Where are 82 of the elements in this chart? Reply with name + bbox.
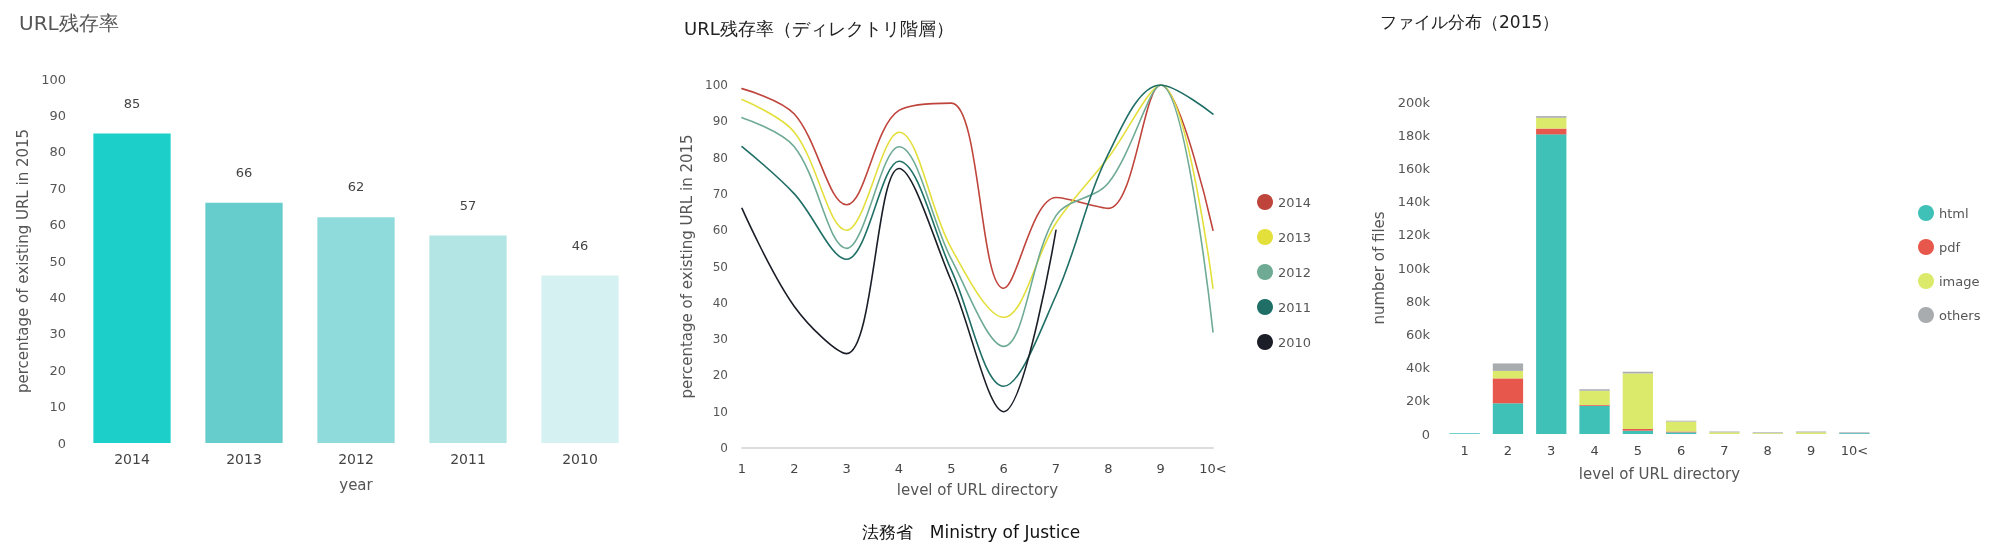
y-tick-label: 160k	[1397, 160, 1431, 176]
data-label: 62	[347, 179, 365, 195]
y-tick-label: 0	[57, 435, 66, 451]
x-tick-label: 4	[1590, 443, 1599, 458]
y-tick-label: 100	[705, 78, 728, 92]
y-tick-label: 40k	[1405, 360, 1431, 376]
x-tick-label: 5	[1633, 443, 1642, 458]
x-tick-label: 7	[1051, 461, 1061, 476]
y-tick-label: 20k	[1405, 393, 1431, 409]
y-tick-label: 60	[712, 223, 728, 238]
x-tick-label: 2	[1503, 443, 1513, 458]
x-tick-label: 1	[737, 461, 747, 476]
legend-label: 2010	[1278, 334, 1312, 350]
x-axis-title: year	[339, 475, 374, 494]
y-tick-label: 90	[49, 107, 66, 123]
legend-label: html	[1939, 205, 1969, 221]
x-tick-label: 3	[1547, 443, 1556, 458]
data-label: 66	[235, 164, 253, 180]
x-tick-label: 10<	[1199, 461, 1227, 476]
x-tick-label: 3	[842, 461, 851, 476]
y-tick-label: 70	[49, 180, 66, 196]
x-tick-label: 2	[790, 461, 799, 476]
legend-label: image	[1939, 273, 1980, 289]
data-label: 46	[571, 237, 589, 253]
y-axis-title: percentage of existing URL in 2015	[677, 134, 696, 399]
data-label: 85	[123, 95, 141, 111]
x-tick-label: 8	[1763, 443, 1772, 458]
y-axis-title: number of files	[1370, 211, 1389, 325]
y-tick-label: 10	[712, 404, 728, 419]
x-tick-label: 7	[1720, 443, 1729, 458]
legend-label: 2013	[1278, 229, 1312, 245]
chart-title: ファイル分布（2015）	[1380, 11, 1560, 32]
y-tick-label: 20	[712, 368, 728, 383]
x-tick-label: 2011	[450, 451, 486, 467]
chart-title: URL残存率（ディレクトリ階層）	[684, 17, 954, 39]
y-tick-label: 0	[720, 441, 728, 455]
y-tick-label: 50	[49, 253, 66, 269]
y-tick-label: 70	[712, 186, 728, 201]
x-tick-label: 1	[1460, 443, 1469, 458]
x-tick-label: 10<	[1840, 443, 1869, 458]
legend-label: others	[1939, 307, 1981, 323]
y-tick-label: 60	[49, 217, 66, 233]
y-tick-label: 40	[49, 289, 66, 305]
y-tick-label: 0	[1421, 426, 1430, 442]
x-tick-label: 6	[999, 461, 1008, 476]
x-axis-title: level of URL directory	[896, 480, 1059, 499]
y-tick-label: 80k	[1405, 293, 1431, 309]
x-axis-title: level of URL directory	[1578, 464, 1741, 483]
y-tick-label: 120k	[1397, 227, 1431, 243]
x-tick-label: 4	[894, 461, 904, 476]
y-tick-label: 20	[49, 362, 66, 378]
x-tick-label: 9	[1156, 461, 1165, 476]
x-tick-label: 8	[1104, 461, 1113, 476]
y-tick-label: 80	[712, 150, 728, 165]
y-tick-label: 30	[712, 332, 728, 347]
x-tick-label: 2010	[562, 451, 598, 467]
legend-label: 2012	[1278, 264, 1312, 280]
y-tick-label: 10	[49, 399, 66, 415]
x-tick-label: 2014	[114, 451, 150, 467]
chart-title: URL残存率	[19, 11, 119, 35]
x-tick-label: 5	[947, 461, 956, 476]
y-axis-title: percentage of existing URL in 2015	[13, 128, 32, 394]
x-tick-label: 2012	[338, 451, 374, 467]
y-tick-label: 100k	[1397, 260, 1431, 276]
y-tick-label: 40	[712, 295, 728, 310]
legend-label: pdf	[1939, 239, 1961, 255]
x-tick-label: 2013	[226, 451, 262, 467]
y-tick-label: 50	[712, 259, 728, 274]
y-tick-label: 60k	[1405, 326, 1431, 342]
y-tick-label: 30	[49, 326, 66, 342]
x-tick-label: 9	[1806, 443, 1816, 458]
y-tick-label: 180k	[1397, 127, 1431, 143]
y-tick-label: 200k	[1397, 94, 1431, 110]
text: 法務省 Ministry of Justice	[861, 522, 1081, 542]
y-tick-label: 140k	[1397, 194, 1431, 210]
y-tick-label: 100	[41, 71, 66, 87]
y-tick-label: 80	[49, 144, 66, 160]
x-tick-label: 6	[1677, 443, 1686, 458]
data-label: 57	[459, 197, 477, 213]
legend-label: 2014	[1278, 194, 1312, 210]
y-tick-label: 90	[712, 114, 728, 129]
legend-label: 2011	[1278, 299, 1312, 315]
